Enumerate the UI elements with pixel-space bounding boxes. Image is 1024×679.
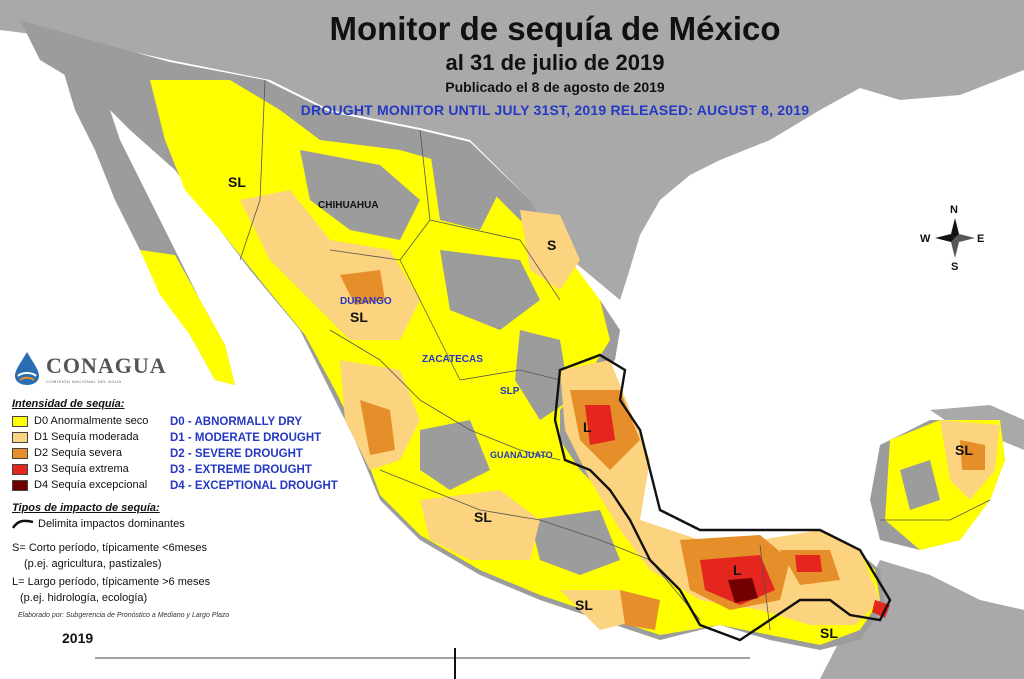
legend-swatch [12, 415, 28, 427]
impact-label-durango: SL [350, 309, 368, 325]
legend-item-d1: D1 Sequía moderada [12, 430, 139, 444]
state-label-slp: SLP [500, 386, 520, 397]
legend-swatch [12, 463, 28, 475]
impact-long-term: L= Largo período, típicamente >6 meses [12, 576, 211, 588]
legend-swatch [12, 431, 28, 443]
legend-item-d3: D3 Sequía extrema [12, 462, 129, 476]
timeline-year: 2019 [62, 630, 94, 646]
d4-region [728, 578, 758, 603]
legend-label: D4 Sequía excepcional [34, 479, 148, 491]
compass-rose [935, 218, 975, 258]
legend-item-d4: D4 Sequía excepcional [12, 478, 147, 492]
compass-e: E [977, 233, 984, 245]
legend-english-d2: D2 - SEVERE DROUGHT [170, 448, 303, 460]
compass-s: S [951, 261, 958, 273]
legend: Intensidad de sequía: D0 Anormalmente se… [12, 398, 372, 604]
credit-line: Elaborado por: Subgerencia de Pronóstico… [18, 612, 230, 619]
legend-english-d1: D1 - MODERATE DROUGHT [170, 432, 322, 444]
impact-label-veracruz-north: L [583, 419, 592, 435]
legend-english-d0: D0 - ABNORMALLY DRY [170, 416, 303, 428]
legend-label: D0 Anormalmente seco [34, 415, 149, 427]
legend-heading: Intensidad de sequía: [12, 398, 125, 410]
state-label-guanajuato: GUANAJUATO [490, 450, 553, 460]
water-drop-icon [15, 352, 39, 385]
legend-swatch [12, 479, 28, 491]
legend-swatch [12, 447, 28, 459]
legend-label: D1 Sequía moderada [34, 431, 139, 443]
page-title: Monitor de sequía de México [329, 10, 781, 47]
impact-short-term-example: (p.ej. agricultura, pastizales) [24, 558, 162, 570]
legend-label: D3 Sequía extrema [34, 463, 129, 475]
conagua-logo: CONAGUA COMISIÓN NACIONAL DEL AGUA [12, 350, 167, 386]
compass-n: N [950, 204, 958, 216]
impact-label-yucatan: SL [955, 442, 973, 458]
date-line: al 31 de julio de 2019 [445, 50, 665, 75]
logo-subtitle: COMISIÓN NACIONAL DEL AGUA [46, 378, 122, 384]
english-line: DROUGHT MONITOR UNTIL JULY 31ST, 2019 RE… [300, 102, 810, 118]
impact-label-guerrero: SL [575, 597, 593, 613]
impact-long-term-example: (p.ej. hidrología, ecología) [20, 592, 148, 604]
timeline [95, 648, 750, 679]
impact-boundary-label: Delimita impactos dominantes [38, 518, 185, 530]
legend-english-d3: D3 - EXTREME DROUGHT [170, 464, 312, 476]
impact-boundaries [553, 353, 892, 642]
state-label-durango: DURANGO [340, 296, 392, 307]
legend-english-d4: D4 - EXCEPTIONAL DROUGHT [170, 480, 338, 492]
logo-name: CONAGUA [46, 352, 167, 378]
legend-item-d0: D0 Anormalmente seco [12, 414, 148, 428]
impact-label-sonora: SL [228, 174, 246, 190]
legend-label: D2 Sequía severa [34, 447, 123, 459]
compass-w: W [920, 233, 931, 245]
impacts-heading: Tipos de impacto de sequía: [12, 502, 160, 514]
state-label-chihuahua: CHIHUAHUA [318, 200, 379, 211]
impact-boundary-row: Delimita impactos dominantes [12, 518, 185, 530]
impact-label-chiapas: SL [820, 625, 838, 641]
published-line: Publicado el 8 de agosto de 2019 [445, 79, 665, 95]
impact-label-tamaulipas: S [547, 237, 556, 253]
legend-item-d2: D2 Sequía severa [12, 446, 122, 460]
boundary-line-icon [12, 519, 34, 529]
impact-label-jalisco: SL [474, 509, 492, 525]
state-label-zacatecas: ZACATECAS [422, 354, 483, 365]
usa-landmass [0, 0, 1024, 300]
impact-label-veracruz-south: L [733, 562, 742, 578]
impact-short-term: S= Corto período, típicamente <6meses [12, 542, 208, 554]
